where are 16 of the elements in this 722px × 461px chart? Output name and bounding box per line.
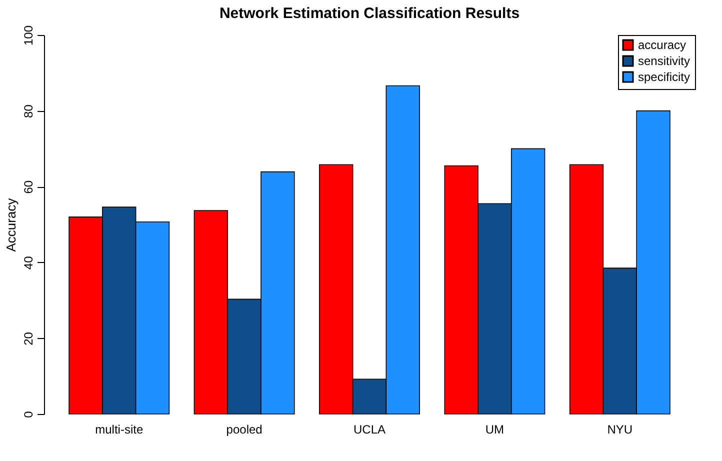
y-tick-label: 80 bbox=[22, 104, 36, 118]
legend-label: specificity bbox=[638, 70, 690, 84]
x-tick-label: multi-site bbox=[95, 422, 144, 436]
y-tick-label: 20 bbox=[22, 332, 36, 346]
x-tick-label: UM bbox=[485, 422, 504, 436]
x-tick-label: NYU bbox=[607, 422, 633, 436]
chart-title: Network Estimation Classification Results bbox=[219, 4, 520, 22]
legend-label: sensitivity bbox=[638, 54, 690, 68]
y-tick-label: 40 bbox=[22, 256, 36, 270]
legend-label: accuracy bbox=[638, 38, 686, 52]
y-tick-label: 0 bbox=[22, 410, 36, 418]
x-tick-label: UCLA bbox=[353, 422, 386, 436]
y-tick-label: 60 bbox=[22, 180, 36, 194]
y-tick-label: 100 bbox=[22, 25, 36, 46]
y-axis-title: Accuracy bbox=[4, 198, 18, 252]
x-tick-label: pooled bbox=[226, 422, 262, 436]
